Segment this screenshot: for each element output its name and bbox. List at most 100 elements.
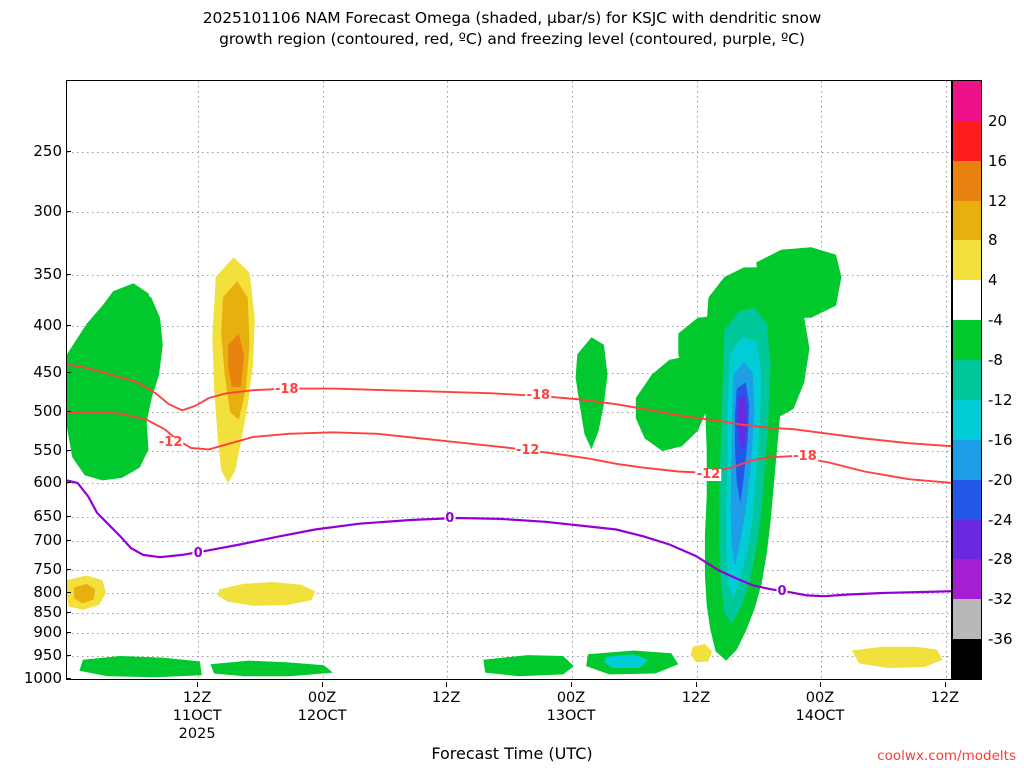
y-tick-mark bbox=[66, 632, 71, 633]
colorbar-segment bbox=[953, 559, 981, 600]
gridline-horizontal bbox=[67, 152, 951, 153]
gridline-vertical bbox=[198, 81, 200, 679]
colorbar-tick-label: -4 bbox=[988, 311, 1003, 330]
x-tick-label: 00Z bbox=[805, 690, 835, 706]
x-tick-mark bbox=[944, 682, 946, 687]
x-tick-date-label: 13OCT bbox=[546, 708, 596, 724]
y-tick-mark bbox=[66, 151, 71, 152]
colorbar-tick-label: 16 bbox=[988, 151, 1008, 170]
y-tick-label: 650 bbox=[33, 507, 62, 525]
omega-shaded-region bbox=[603, 654, 649, 668]
omega-shaded-region bbox=[575, 337, 608, 450]
gridline-horizontal bbox=[67, 212, 951, 213]
contour-minus12 bbox=[67, 411, 951, 484]
colorbar-segment bbox=[953, 639, 981, 680]
omega-shaded-region bbox=[79, 656, 202, 678]
y-tick-label: 250 bbox=[33, 142, 62, 160]
x-tick-label: 12Z bbox=[930, 690, 960, 706]
y-tick-mark bbox=[66, 540, 71, 541]
x-tick-label: 12Z bbox=[681, 690, 711, 706]
colorbar-segment bbox=[953, 599, 981, 640]
colorbar-segment bbox=[953, 479, 981, 521]
x-tick-date-label: 11OCT bbox=[172, 708, 222, 724]
x-tick-mark bbox=[446, 682, 448, 687]
colorbar-tick-label: -36 bbox=[988, 630, 1013, 649]
contour-label-minus18: -18 bbox=[273, 382, 300, 398]
contour-label-minus12: -12 bbox=[157, 435, 184, 451]
omega-shaded-region bbox=[210, 660, 333, 677]
chart-title-line2: growth region (contoured, red, ºC) and f… bbox=[219, 29, 805, 48]
contour-label-zero: 0 bbox=[776, 583, 788, 599]
x-tick-mark bbox=[819, 682, 821, 687]
omega-shaded-region bbox=[763, 309, 810, 417]
y-tick-mark bbox=[66, 274, 71, 275]
x-tick-mark bbox=[695, 682, 697, 687]
omega-shaded-region bbox=[737, 394, 747, 450]
y-tick-label: 350 bbox=[33, 265, 62, 283]
contour-label-zero: 0 bbox=[444, 510, 456, 526]
omega-shading-svg bbox=[67, 247, 943, 678]
y-tick-label: 700 bbox=[33, 531, 62, 549]
colorbar-tick-label: -8 bbox=[988, 351, 1003, 370]
colorbar-tick-label: -16 bbox=[988, 430, 1013, 449]
colorbar-tick-label: -28 bbox=[988, 550, 1013, 569]
contour-svg bbox=[67, 363, 951, 598]
colorbar-tick-label: 20 bbox=[988, 111, 1008, 130]
y-tick-mark bbox=[66, 450, 71, 451]
gridline-horizontal bbox=[67, 541, 951, 542]
x-tick-date-label: 12OCT bbox=[297, 708, 347, 724]
x-tick-year-label: 2025 bbox=[178, 726, 216, 742]
colorbar-tick-label: -12 bbox=[988, 390, 1013, 409]
omega-shaded-region bbox=[217, 582, 316, 606]
chart-title: 2025101106 NAM Forecast Omega (shaded, μ… bbox=[0, 8, 1024, 50]
y-tick-label: 500 bbox=[33, 402, 62, 420]
colorbar-segment bbox=[953, 399, 981, 441]
contour-layer: -18 -18 -18 -12 -12 -12 0 0 0 bbox=[67, 81, 951, 679]
y-tick-label: 750 bbox=[33, 560, 62, 578]
omega-shaded-region bbox=[93, 283, 156, 372]
contour-label-minus18: -18 bbox=[792, 449, 818, 465]
y-tick-mark bbox=[66, 372, 71, 373]
y-tick-label: 450 bbox=[33, 363, 62, 381]
omega-shaded-region bbox=[852, 646, 943, 668]
x-tick-mark bbox=[571, 682, 573, 687]
y-axis: 250 300 350 400 450 500 550 600 650 700 750 800 850 9… bbox=[0, 80, 62, 687]
x-axis-label: Forecast Time (UTC) bbox=[431, 744, 593, 763]
gridline-vertical bbox=[323, 81, 325, 679]
gridline-horizontal bbox=[67, 656, 951, 657]
gridline-horizontal bbox=[67, 373, 951, 374]
credit-text: coolwx.com/modelts bbox=[877, 748, 1016, 764]
y-tick-mark bbox=[66, 592, 71, 593]
contour-label-minus18: -18 bbox=[525, 387, 552, 403]
colorbar-segment bbox=[953, 160, 981, 202]
gridline-horizontal bbox=[67, 679, 951, 680]
x-tick-label: 00Z bbox=[556, 690, 586, 706]
colorbar-segment bbox=[953, 320, 981, 361]
x-tick-date-label: 14OCT bbox=[795, 708, 845, 724]
y-tick-mark bbox=[66, 211, 71, 212]
colorbar-tick-label: -32 bbox=[988, 590, 1013, 609]
y-tick-mark bbox=[66, 411, 71, 412]
plot-area: -18 -18 -18 -12 -12 -12 0 0 0 bbox=[66, 80, 952, 680]
y-tick-mark bbox=[66, 482, 71, 483]
contour-minus18 bbox=[67, 363, 951, 448]
y-tick-label: 900 bbox=[33, 623, 62, 641]
x-axis: 12Z 11OCT 2025 00Z 12OCT 12Z 00Z 13OCT 12Z 00Z 14O… bbox=[0, 682, 1024, 752]
y-tick-label: 1000 bbox=[23, 669, 62, 687]
gridline-horizontal bbox=[67, 633, 951, 634]
gridline-horizontal bbox=[67, 326, 951, 327]
x-tick-label: 00Z bbox=[307, 690, 337, 706]
grid-layer bbox=[67, 81, 951, 679]
contour-freezing-level bbox=[67, 479, 951, 598]
omega-shaded-region bbox=[483, 655, 574, 677]
gridline-vertical bbox=[820, 81, 822, 679]
omega-shaded-region bbox=[74, 583, 96, 604]
y-tick-label: 800 bbox=[33, 583, 62, 601]
colorbar-tick-label: -24 bbox=[988, 510, 1013, 529]
y-tick-mark bbox=[66, 325, 71, 326]
gridline-horizontal bbox=[67, 570, 951, 571]
colorbar-segment bbox=[953, 120, 981, 162]
y-tick-label: 550 bbox=[33, 441, 62, 459]
colorbar-segment bbox=[953, 360, 981, 401]
gridline-vertical bbox=[945, 81, 947, 679]
